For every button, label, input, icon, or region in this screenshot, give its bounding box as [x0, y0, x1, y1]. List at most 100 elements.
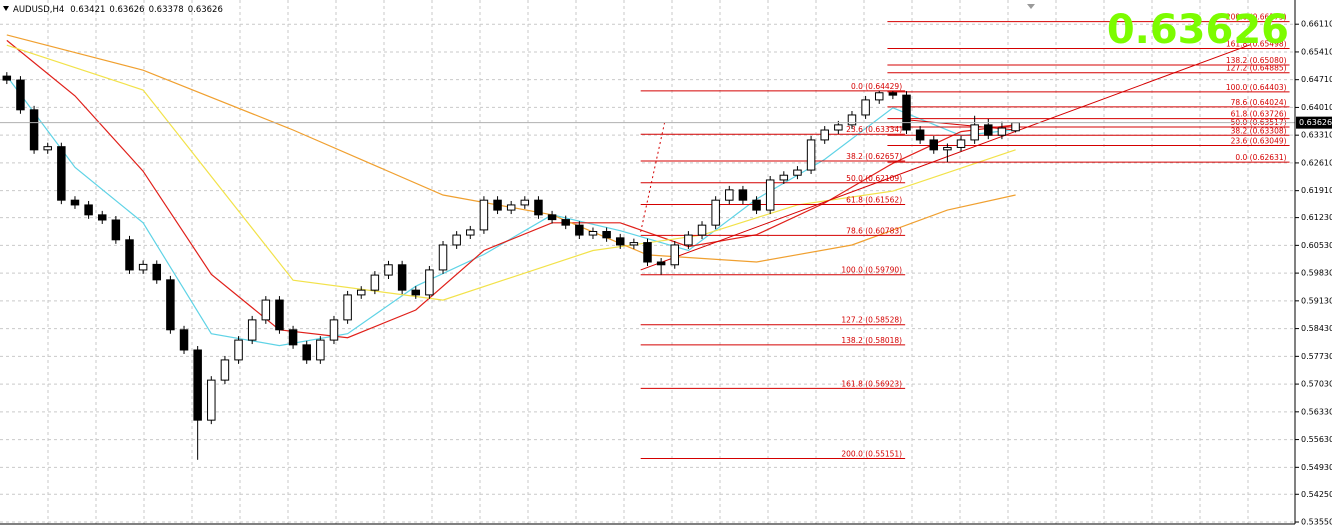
y-tick-label: 0.56330	[1301, 407, 1332, 416]
candle-body	[166, 279, 175, 331]
candle-body	[561, 219, 570, 226]
candle-body	[370, 274, 380, 291]
header-low: 0.63378	[149, 5, 184, 15]
candle-body	[588, 230, 598, 236]
candle-body	[84, 204, 93, 216]
candle-body	[765, 179, 775, 211]
candle-body	[97, 214, 107, 221]
candle-body	[615, 237, 625, 246]
candle-body	[193, 349, 202, 421]
fib-label: 38.2 (0.62657)	[846, 152, 902, 161]
candle-body	[997, 127, 1007, 136]
candle-body	[629, 242, 639, 246]
candle-body	[834, 124, 843, 131]
y-tick-label: 0.62610	[1301, 158, 1332, 167]
header-open: 0.63421	[70, 5, 105, 15]
y-tick-label: 0.58430	[1301, 324, 1332, 333]
fib-label: 161.8 (0.56923)	[841, 379, 902, 388]
candle-body	[711, 199, 720, 226]
candle-body	[179, 329, 189, 351]
candle-body	[902, 94, 911, 131]
fib-label: 50.0 (0.62109)	[846, 174, 902, 183]
candle-body	[643, 242, 652, 263]
candle-body	[547, 214, 557, 221]
header: AUDUSD,H4 0.63421 0.63626 0.63378 0.63626	[13, 5, 223, 15]
candle-body	[220, 359, 230, 381]
candle-body	[779, 174, 789, 181]
fib-label: 23.6 (0.63334)	[846, 125, 902, 134]
candle-body	[970, 124, 979, 141]
candle-body	[534, 199, 543, 216]
y-tick-label: 0.61230	[1301, 213, 1332, 222]
candle-body	[57, 146, 66, 201]
candle-body	[888, 92, 898, 96]
candle-body	[247, 319, 257, 341]
y-tick-label: 0.54930	[1301, 463, 1332, 472]
fib-label: 127.2 (0.64885)	[1226, 64, 1287, 73]
y-tick-label: 0.59130	[1301, 296, 1332, 305]
big-price: 0.63626	[1107, 7, 1289, 53]
candle-body	[656, 261, 666, 266]
y-tick-label: 0.65410	[1301, 47, 1332, 56]
candle-body	[697, 224, 707, 236]
y-tick-label: 0.66110	[1301, 20, 1332, 29]
candle-body	[506, 204, 516, 211]
candle-body	[138, 263, 148, 271]
symbol: AUDUSD,H4	[13, 5, 64, 15]
fib-label: 78.6 (0.60783)	[846, 226, 902, 235]
y-tick-label: 0.61910	[1301, 186, 1332, 195]
header-close: 0.63626	[188, 5, 223, 15]
candle-body	[16, 79, 25, 111]
price-tag	[1296, 116, 1332, 129]
y-tick-label: 0.54250	[1301, 490, 1332, 499]
y-tick-label: 0.64010	[1301, 103, 1332, 112]
candle-body	[793, 169, 802, 176]
candle-body	[261, 299, 271, 321]
header-triangle	[3, 6, 9, 11]
moving-average	[6, 34, 1016, 263]
candle-body	[752, 199, 761, 211]
candle-body	[329, 319, 339, 341]
trendline	[640, 44, 1251, 271]
candle-body	[452, 234, 461, 246]
header-high: 0.63626	[109, 5, 144, 15]
candle-body	[302, 344, 311, 361]
candle-body	[2, 75, 12, 81]
candle-body	[288, 329, 298, 346]
scroll-marker	[1027, 4, 1035, 9]
fib-label: 61.8 (0.63726)	[1231, 110, 1287, 119]
candle-body	[479, 199, 489, 231]
fib-label: 38.2 (0.63308)	[1231, 126, 1287, 135]
y-tick-label: 0.57030	[1301, 380, 1332, 389]
moving-average	[6, 75, 1016, 347]
candle-body	[438, 244, 448, 271]
candle-body	[234, 339, 243, 361]
candle-body	[684, 234, 693, 246]
candle-body	[520, 199, 530, 206]
candle-body	[111, 219, 121, 241]
y-tick-label: 0.64710	[1301, 75, 1332, 84]
candle-body	[425, 269, 434, 296]
candle-body	[725, 189, 734, 201]
fib-label: 100.0 (0.64403)	[1226, 83, 1287, 92]
candle-body	[275, 299, 284, 331]
candle-body	[915, 129, 925, 141]
candle-body	[806, 139, 816, 171]
candle-body	[207, 379, 216, 421]
candle-body	[929, 139, 939, 151]
candle-body	[397, 264, 407, 291]
candle-body	[493, 199, 502, 211]
fib-label: 0.0 (0.62631)	[1235, 153, 1286, 162]
candle-body	[670, 244, 680, 266]
candle-body	[70, 199, 80, 206]
candle-body	[738, 189, 748, 201]
fib-label: 100.0 (0.59790)	[841, 266, 902, 275]
fib-label: 138.2 (0.58018)	[841, 336, 902, 345]
fib-label: 0.0 (0.64429)	[851, 82, 902, 91]
candle-body	[152, 263, 162, 281]
fib-label: 23.6 (0.63049)	[1231, 137, 1287, 146]
candle-body	[466, 229, 475, 236]
